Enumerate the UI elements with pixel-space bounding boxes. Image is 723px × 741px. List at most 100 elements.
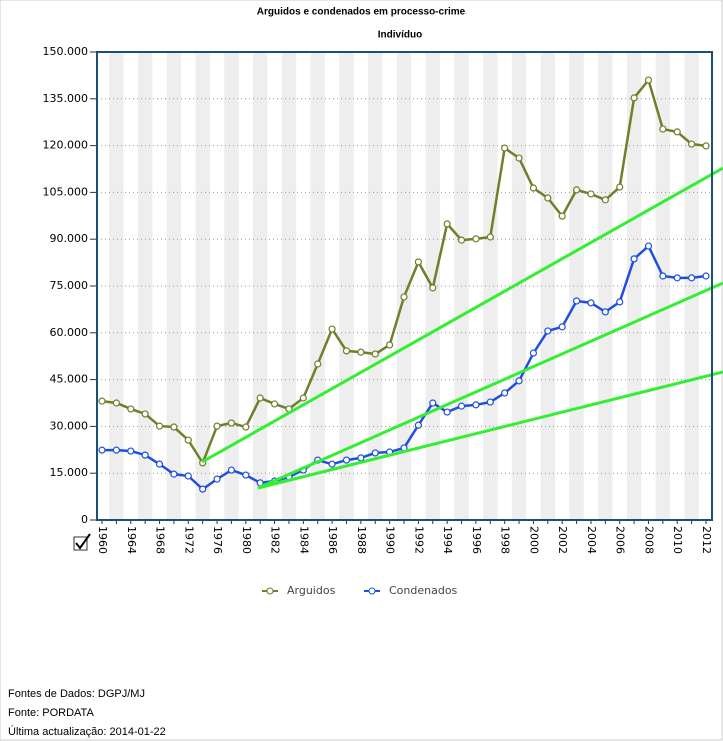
point — [659, 272, 667, 280]
point — [213, 422, 221, 430]
x-tick-label: 2006 — [614, 526, 627, 554]
point — [342, 456, 351, 464]
point — [342, 347, 351, 355]
point — [112, 399, 120, 407]
point — [184, 472, 192, 480]
chart-title: Arguidos e condenados em processo-crime — [257, 7, 466, 18]
x-tick-label: 1982 — [269, 526, 282, 554]
y-tick-label: 0 — [81, 513, 88, 526]
point — [601, 308, 609, 316]
x-tick-label: 1980 — [240, 526, 253, 554]
point — [501, 389, 509, 397]
point — [256, 394, 264, 402]
point — [328, 325, 336, 333]
x-tick-label: 1986 — [326, 526, 339, 554]
stripe — [626, 52, 642, 520]
point — [688, 274, 696, 282]
point — [644, 242, 653, 250]
point — [213, 475, 221, 483]
trend-line — [257, 281, 723, 490]
point — [587, 299, 595, 307]
point — [357, 454, 365, 462]
point — [644, 76, 653, 84]
point — [400, 293, 408, 301]
x-tick-label: 1990 — [384, 526, 397, 554]
grid: 0 15.000 30.000 45.000 60.000 75.000 90.000 105… — [43, 45, 714, 554]
point — [630, 94, 638, 102]
point — [184, 436, 192, 444]
point — [429, 284, 437, 292]
legend-marker — [368, 587, 376, 595]
point — [127, 447, 135, 455]
checkmark — [75, 533, 91, 550]
point — [688, 140, 696, 148]
point — [501, 144, 509, 152]
point — [371, 350, 379, 358]
point — [357, 348, 365, 356]
x-tick-label: 1968 — [154, 526, 167, 554]
x-tick-label: 1960 — [96, 526, 109, 554]
note: Última actualização: 2014-01-22 — [8, 725, 166, 738]
point — [616, 183, 624, 191]
y-tick-label: 45.000 — [50, 373, 89, 386]
stripe — [540, 52, 555, 520]
y-tick-label: 75.000 — [50, 279, 89, 292]
point — [414, 258, 422, 266]
checkbox-icon[interactable] — [73, 533, 91, 551]
point — [127, 405, 135, 413]
point — [299, 394, 307, 402]
point — [673, 274, 681, 282]
point — [429, 399, 437, 407]
note: Fonte: PORDATA — [8, 707, 94, 719]
y-tick-label: 15.000 — [50, 466, 89, 479]
stripe — [281, 52, 297, 520]
stripe — [569, 52, 584, 520]
x-tick-label: 2000 — [527, 526, 540, 554]
trend-lines — [201, 166, 723, 490]
point — [515, 154, 523, 162]
x-tick-label: 1996 — [470, 526, 483, 554]
y-tick-label: 105.000 — [43, 185, 89, 198]
point — [616, 298, 624, 306]
point — [572, 297, 581, 305]
point — [443, 408, 451, 416]
y-tick-label: 135.000 — [43, 92, 89, 105]
trend-line — [257, 370, 723, 490]
chart-subtitle: Indivíduo — [378, 30, 422, 41]
x-tick-label: 1998 — [499, 526, 512, 554]
point — [529, 349, 538, 357]
legend-marker — [266, 587, 274, 595]
point — [386, 341, 394, 349]
x-tick-label: 1964 — [125, 526, 138, 554]
note: Fontes de Dados: DGPJ/MJ — [8, 688, 145, 700]
x-tick-label: 1988 — [355, 526, 368, 554]
x-tick-label: 1984 — [297, 526, 310, 554]
stripe — [684, 52, 699, 520]
checkbox[interactable] — [73, 536, 88, 551]
stripe — [511, 52, 527, 520]
legend-label: Arguidos — [287, 584, 336, 597]
point — [630, 255, 638, 263]
stripe — [339, 52, 354, 520]
point — [673, 128, 681, 136]
stripe — [195, 52, 210, 520]
x-tick-label: 1992 — [412, 526, 425, 554]
point — [472, 401, 480, 409]
point — [702, 142, 710, 150]
x-tick-label: 1976 — [211, 526, 224, 554]
point — [371, 449, 379, 457]
point — [98, 397, 106, 405]
x-tick-label: 1972 — [182, 526, 195, 554]
point — [472, 235, 480, 243]
x-tick-label: 2010 — [671, 526, 684, 554]
point — [702, 272, 710, 280]
point — [587, 190, 595, 198]
point — [659, 125, 667, 133]
point — [601, 196, 609, 204]
point — [112, 446, 120, 454]
y-tick-label: 90.000 — [50, 232, 89, 245]
point — [170, 423, 178, 431]
stripe — [224, 52, 239, 520]
